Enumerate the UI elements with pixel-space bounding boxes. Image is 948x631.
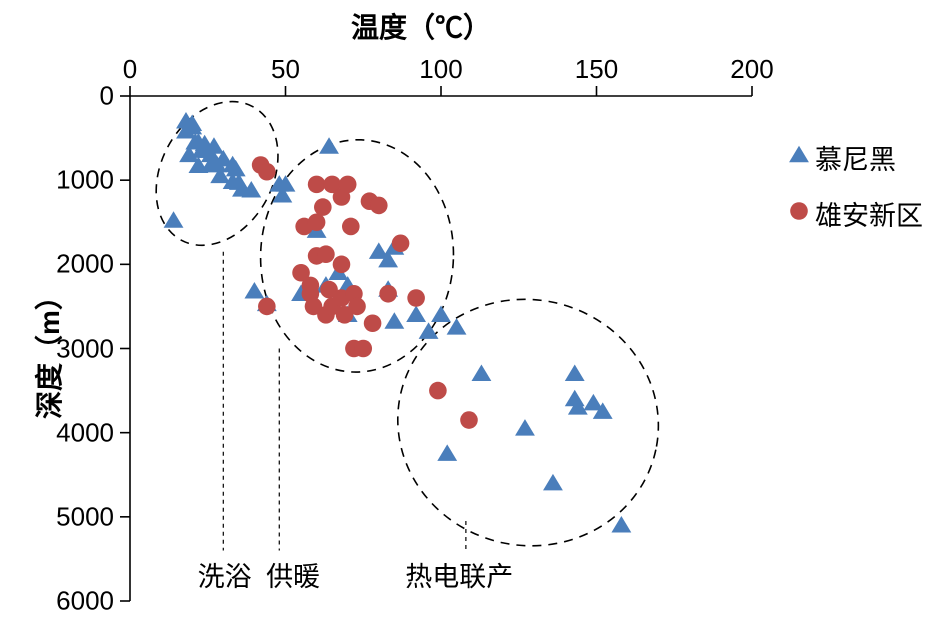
group-label: 热电联产 — [405, 555, 513, 594]
chart-container: { "chart": { "type": "scatter", "backgro… — [0, 0, 948, 631]
y-tick-label: 2000 — [56, 249, 114, 280]
legend-label: 慕尼黑 — [815, 138, 896, 177]
group-label: 供暖 — [266, 555, 320, 594]
x-axis-title: 温度（℃） — [351, 6, 491, 46]
y-tick-label: 0 — [100, 81, 114, 112]
y-tick-label: 5000 — [56, 501, 114, 532]
legend-label: 雄安新区 — [815, 194, 923, 233]
group-label: 洗浴 — [198, 555, 252, 594]
chart-svg — [0, 0, 948, 631]
x-tick-label: 200 — [730, 54, 773, 85]
y-tick-label: 6000 — [56, 586, 114, 617]
x-tick-label: 50 — [271, 54, 300, 85]
x-tick-label: 150 — [575, 54, 618, 85]
y-tick-label: 1000 — [56, 165, 114, 196]
y-tick-label: 3000 — [56, 333, 114, 364]
x-tick-label: 100 — [419, 54, 462, 85]
y-tick-label: 4000 — [56, 417, 114, 448]
x-tick-label: 0 — [123, 54, 137, 85]
